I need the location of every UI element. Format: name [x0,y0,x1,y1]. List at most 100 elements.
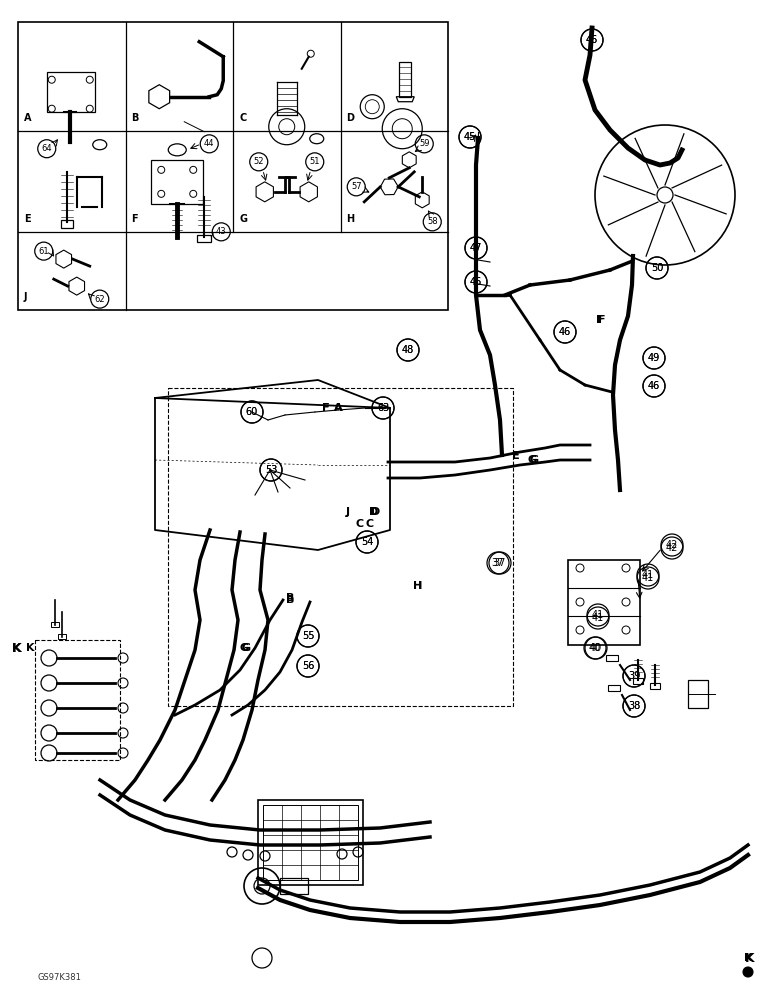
Bar [280,878,308,894]
Text: 55: 55 [302,631,314,641]
Text: F: F [131,214,138,224]
Text: K: K [12,642,22,654]
Text: J: J [24,292,28,302]
Bar [198,235,212,242]
Text: 45: 45 [464,132,476,142]
Text: 37: 37 [494,558,506,568]
Text: 64: 64 [42,144,52,153]
Text: 41: 41 [642,573,654,583]
Text: 43: 43 [216,227,226,236]
Text: H: H [347,214,354,224]
Text: F: F [598,315,606,325]
Text: B: B [286,595,294,605]
Text: GS97K381: GS97K381 [38,974,82,982]
Text: 46: 46 [559,327,571,337]
Text: 46: 46 [559,327,571,337]
Text: G: G [242,643,251,653]
Text: 63: 63 [377,403,389,413]
Text: 56: 56 [302,661,314,671]
Text: G: G [530,455,539,465]
Text: E: E [24,214,31,224]
Text: 44: 44 [204,139,215,148]
Text: 50: 50 [651,263,663,273]
Bar [399,62,411,97]
Bar [61,220,73,228]
Bar [35,640,120,760]
Text: 51: 51 [310,157,320,166]
Text: 54: 54 [361,537,373,547]
Text: 41: 41 [642,570,654,580]
Text: E: E [512,451,520,461]
Text: 40: 40 [590,643,602,653]
Text: 41: 41 [592,613,604,623]
Text: 60: 60 [245,407,258,417]
Text: E: E [512,451,520,461]
Bar [18,22,448,310]
Text: 40: 40 [589,643,601,653]
Text: 41: 41 [592,610,604,620]
Text: 38: 38 [628,701,640,711]
Text: 37: 37 [492,558,504,568]
Text: 42: 42 [665,540,678,550]
Bar [633,678,643,684]
Text: D: D [347,113,354,123]
Text: 48: 48 [402,345,414,355]
Text: 55: 55 [302,631,314,641]
Bar [688,680,708,708]
Text: 46: 46 [648,381,660,391]
Text: 59: 59 [419,139,429,148]
Text: 46: 46 [648,381,660,391]
Text: D: D [369,507,378,517]
Bar [168,388,513,706]
Text: 42: 42 [665,543,678,553]
Text: 57: 57 [351,182,361,191]
Text: G: G [239,643,249,653]
Text: 38: 38 [628,701,640,711]
Text: 52: 52 [253,157,264,166]
Text: A: A [334,403,342,413]
Bar [568,560,640,645]
Text: 60: 60 [245,407,258,417]
Text: C: C [356,519,364,529]
Text: 61: 61 [39,247,49,256]
Bar [608,685,620,691]
Text: 53: 53 [265,465,277,475]
Text: 47: 47 [470,243,482,253]
Text: 50: 50 [651,263,663,273]
Text: F: F [596,315,604,325]
Bar [51,622,59,627]
Bar [606,655,618,661]
Circle shape [743,967,753,977]
Text: A: A [24,113,32,123]
Text: 56: 56 [302,661,314,671]
Text: 54: 54 [361,537,373,547]
Text: A: A [334,403,342,413]
Text: J: J [346,507,350,517]
Text: 39: 39 [628,671,640,681]
Text: K: K [745,952,755,964]
Text: J: J [346,507,350,517]
Text: 39: 39 [628,671,640,681]
Bar [263,805,358,880]
Text: B: B [131,113,139,123]
Bar [258,800,363,885]
Text: K: K [743,953,752,963]
Text: 48: 48 [402,345,414,355]
Text: G: G [527,455,537,465]
Text: K: K [25,643,34,653]
Bar [151,160,203,204]
Text: 49: 49 [648,353,660,363]
Text: F: F [322,403,330,413]
Text: C: C [366,519,374,529]
Text: 58: 58 [427,217,438,226]
Text: C: C [239,113,246,123]
Text: G: G [239,214,247,224]
Text: 47: 47 [470,243,482,253]
Text: 63: 63 [377,403,389,413]
Text: 62: 62 [94,295,105,304]
Bar [650,683,660,689]
Text: 46: 46 [470,277,482,287]
Text: H: H [413,581,422,591]
Text: K: K [12,642,22,654]
Text: 45: 45 [464,132,476,142]
